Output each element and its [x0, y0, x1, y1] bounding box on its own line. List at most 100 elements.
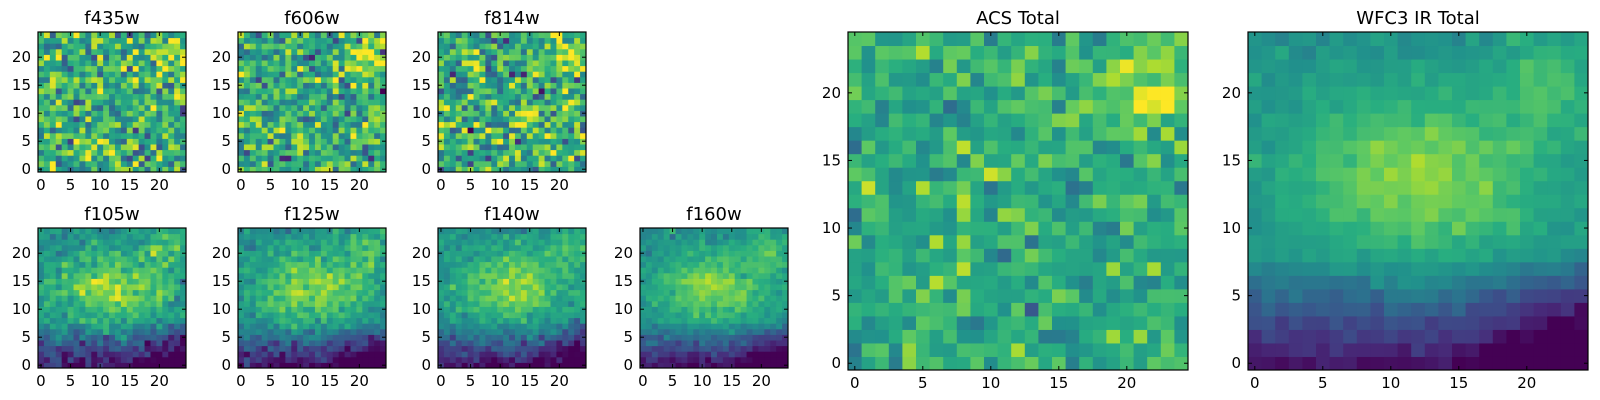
heatmap-cell	[520, 37, 528, 44]
heatmap-cell	[103, 76, 110, 83]
heatmap-cell	[368, 250, 375, 257]
heatmap-cell	[174, 48, 181, 55]
heatmap-cell	[374, 244, 381, 251]
heatmap-cell	[243, 71, 251, 78]
heatmap-cell	[657, 323, 665, 330]
heatmap-cell	[380, 71, 387, 78]
heatmap-cell	[350, 256, 357, 263]
heatmap-cell	[693, 312, 700, 319]
heatmap-cell	[174, 160, 181, 167]
heatmap-cell	[180, 71, 187, 78]
heatmap-cell	[1065, 356, 1080, 371]
heatmap-cell	[461, 272, 469, 279]
heatmap-cell	[168, 334, 175, 341]
heatmap-cell	[174, 295, 181, 302]
heatmap-cell	[705, 362, 712, 369]
heatmap-cell	[303, 65, 310, 72]
heatmap-cell	[109, 356, 116, 363]
heatmap-cell	[984, 221, 999, 236]
heatmap-cell	[970, 288, 985, 303]
heatmap-cell	[67, 284, 75, 291]
heatmap-cell	[752, 328, 759, 335]
heatmap-cell	[669, 295, 677, 302]
heatmap-cell	[267, 323, 275, 330]
heatmap-cell	[109, 278, 116, 285]
heatmap-cell	[562, 32, 569, 39]
heatmap-cell	[43, 76, 51, 83]
heatmap-cell	[438, 239, 445, 246]
heatmap-cell	[303, 138, 310, 145]
heatmap-cell	[556, 356, 563, 363]
heatmap-cell	[314, 37, 322, 44]
heatmap-cell	[574, 228, 581, 235]
heatmap-cell	[497, 110, 504, 117]
heatmap-cell	[681, 351, 688, 358]
heatmap-cell	[568, 261, 575, 268]
heatmap-cell	[538, 267, 546, 274]
heatmap-cell	[443, 256, 451, 263]
heatmap-cell	[374, 250, 381, 257]
heatmap-cell	[699, 284, 706, 291]
heatmap-cell	[55, 261, 63, 268]
heatmap-cell	[455, 233, 463, 240]
heatmap-cell	[380, 121, 387, 128]
heatmap-cell	[368, 261, 375, 268]
heatmap-cell	[491, 312, 498, 319]
heatmap-cell	[485, 278, 492, 285]
heatmap-cell	[67, 300, 75, 307]
heatmap-cell	[180, 261, 187, 268]
heatmap-cell	[574, 99, 581, 106]
heatmap-cell	[1106, 167, 1121, 182]
heatmap-cell	[73, 261, 80, 268]
heatmap-cell	[114, 267, 122, 274]
heatmap-cell	[449, 43, 457, 50]
heatmap-cell	[485, 60, 492, 67]
heatmap-cell	[699, 289, 706, 296]
heatmap-cell	[443, 99, 451, 106]
heatmap-cell	[61, 54, 69, 61]
heatmap-cell	[350, 82, 357, 89]
heatmap-cell	[556, 334, 563, 341]
heatmap-cell	[350, 127, 357, 134]
heatmap-cells-f105w	[38, 228, 187, 369]
heatmap-cell	[473, 340, 480, 347]
heatmap-cell	[380, 99, 387, 106]
heatmap-cell	[279, 261, 286, 268]
heatmap-cell	[162, 300, 169, 307]
heatmap-cell	[675, 256, 682, 263]
heatmap-cell	[1133, 248, 1148, 263]
heatmap-cell	[273, 71, 280, 78]
heatmap-cell	[443, 267, 451, 274]
heatmap-cell	[61, 110, 69, 117]
heatmap-cell	[875, 342, 890, 357]
heatmap-cell	[43, 138, 51, 145]
heatmap-cell	[174, 32, 181, 39]
heatmap-cell	[156, 345, 163, 352]
heatmap-cell	[657, 250, 665, 257]
heatmap-cell	[503, 155, 510, 162]
heatmap-cell	[728, 256, 736, 263]
heatmap-cell	[120, 250, 128, 257]
heatmap-cell	[61, 239, 69, 246]
heatmap-cell	[261, 284, 269, 291]
heatmap-cell	[380, 228, 387, 235]
heatmap-cell	[243, 54, 251, 61]
heatmap-cell	[503, 43, 510, 50]
heatmap-cell	[267, 345, 275, 352]
heatmap-cell	[455, 250, 463, 257]
heatmap-cell	[309, 228, 316, 235]
heatmap-cell	[681, 267, 688, 274]
heatmap-cell	[243, 32, 251, 39]
heatmap-cell	[526, 132, 534, 139]
heatmap-cell	[580, 155, 587, 162]
heatmap-cell	[79, 110, 86, 117]
heatmap-cell	[970, 248, 985, 263]
heatmap-cell	[485, 284, 492, 291]
heatmap-cell	[776, 317, 783, 324]
heatmap-cell	[580, 60, 587, 67]
heatmap-cell	[943, 194, 958, 209]
heatmap-cell	[438, 233, 445, 240]
heatmap-cell	[544, 267, 551, 274]
heatmap-cell	[520, 256, 528, 263]
x-tick-label: 20	[752, 372, 771, 390]
